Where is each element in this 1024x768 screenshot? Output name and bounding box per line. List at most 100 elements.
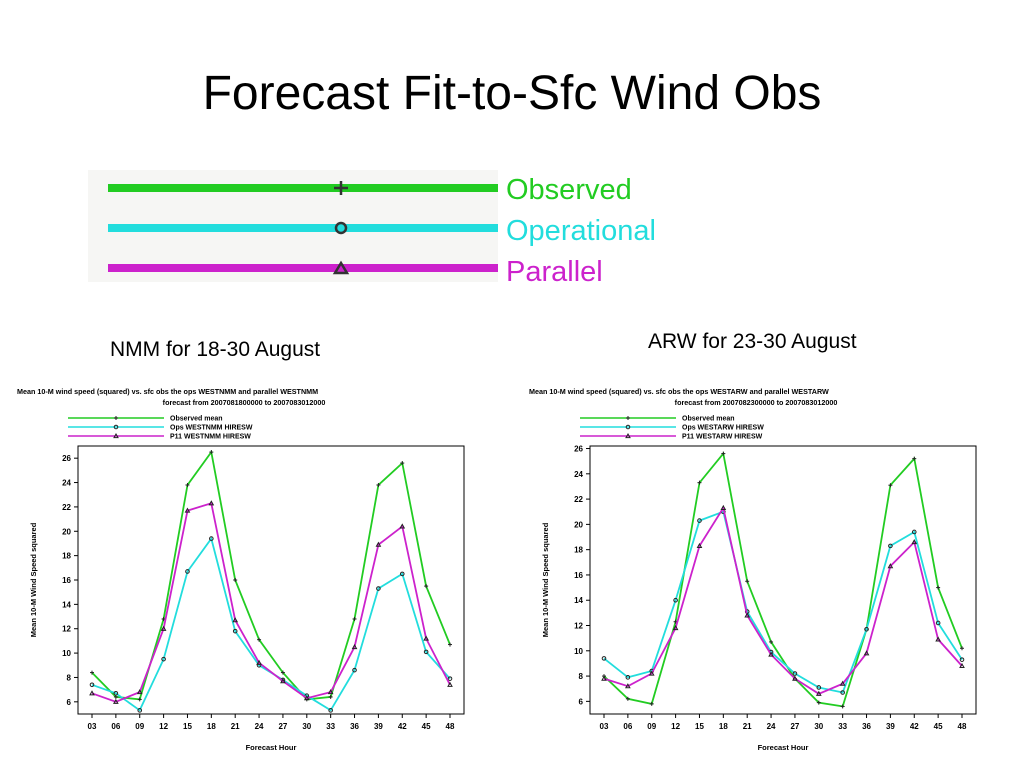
- data-point: [864, 627, 869, 632]
- data-point: [697, 518, 702, 523]
- triangle-marker-icon: [332, 260, 350, 275]
- chart-subtitle: forecast from 2007082300000 to 200708301…: [675, 398, 838, 407]
- series-line: [603, 451, 963, 708]
- series-line: [91, 502, 451, 703]
- data-point: [816, 700, 821, 705]
- legend-label-operational: Operational: [506, 215, 656, 247]
- data-point: [447, 676, 453, 681]
- x-tick-label: 33: [326, 722, 335, 731]
- y-axis-label: Mean 10-M Wind Speed squared: [29, 522, 38, 637]
- legend-entry: P11 WESTARW HIRESW: [682, 434, 763, 441]
- data-point: [911, 539, 918, 545]
- data-point: [399, 523, 406, 529]
- y-tick-label: 20: [62, 527, 71, 536]
- data-point: [352, 667, 357, 673]
- data-point: [649, 701, 654, 706]
- data-point: [625, 696, 630, 701]
- series-line: [91, 536, 451, 712]
- data-point: [303, 695, 310, 701]
- data-point: [888, 543, 893, 549]
- y-tick-label: 22: [574, 495, 583, 504]
- arw-wind-chart: Mean 10-M wind speed (squared) vs. sfc o…: [529, 387, 977, 752]
- data-point: [648, 670, 655, 676]
- circle-marker-icon: [334, 221, 348, 235]
- y-tick-label: 8: [67, 673, 72, 682]
- y-tick-label: 22: [62, 503, 71, 512]
- x-tick-label: 15: [695, 722, 704, 731]
- data-point: [815, 690, 822, 696]
- data-point: [184, 507, 191, 513]
- x-tick-label: 39: [374, 722, 383, 731]
- arw-caption: ARW for 23-30 August: [648, 330, 857, 353]
- data-point: [209, 450, 214, 455]
- x-axis-label: Forecast Hour: [758, 743, 809, 752]
- y-tick-label: 26: [574, 445, 583, 454]
- data-point: [113, 690, 119, 696]
- data-point: [697, 480, 702, 485]
- x-tick-label: 21: [743, 722, 752, 731]
- data-point: [327, 689, 334, 695]
- data-point: [447, 681, 453, 687]
- data-point: [601, 675, 607, 681]
- data-point: [792, 671, 798, 676]
- y-tick-label: 14: [574, 596, 583, 605]
- data-point: [400, 461, 405, 466]
- plot-frame: [589, 445, 977, 715]
- x-tick-label: 24: [255, 722, 264, 731]
- data-point: [720, 504, 727, 511]
- data-point: [888, 483, 893, 488]
- x-tick-label: 39: [886, 722, 895, 731]
- y-tick-label: 16: [574, 571, 583, 580]
- data-point: [960, 646, 964, 651]
- data-point: [935, 620, 941, 626]
- circle-marker-icon: [625, 424, 631, 430]
- legend-label-observed: Observed: [506, 174, 632, 206]
- x-axis-label: Forecast Hour: [246, 743, 297, 752]
- x-tick-label: 36: [350, 722, 359, 731]
- data-point: [113, 698, 119, 704]
- y-tick-label: 24: [62, 479, 71, 488]
- data-point: [280, 678, 286, 684]
- x-tick-label: 30: [302, 722, 311, 731]
- x-tick-label: 12: [159, 722, 168, 731]
- x-tick-label: 36: [862, 722, 871, 731]
- x-tick-label: 03: [88, 722, 97, 731]
- data-point: [209, 536, 214, 541]
- series-line: [91, 449, 451, 701]
- data-point: [208, 500, 215, 506]
- data-point: [399, 571, 405, 577]
- triangle-marker-icon: [113, 432, 119, 439]
- y-axis-label: Mean 10-M Wind Speed squared: [541, 522, 550, 637]
- y-tick-label: 18: [62, 552, 71, 561]
- x-tick-label: 18: [719, 722, 728, 731]
- x-tick-label: 27: [790, 722, 799, 731]
- data-point: [256, 659, 262, 665]
- x-tick-label: 06: [623, 722, 632, 731]
- x-tick-label: 48: [958, 722, 967, 731]
- data-point: [887, 563, 894, 569]
- y-tick-label: 12: [574, 622, 583, 631]
- legend-label-parallel: Parallel: [506, 256, 603, 288]
- y-tick-label: 26: [62, 454, 71, 463]
- data-point: [280, 670, 285, 675]
- data-point: [328, 708, 333, 713]
- data-point: [863, 650, 870, 656]
- data-point: [137, 708, 143, 713]
- x-tick-label: 42: [398, 722, 407, 731]
- data-point: [601, 656, 607, 661]
- y-tick-label: 20: [574, 520, 583, 529]
- legend-entry: Observed mean: [682, 416, 735, 423]
- plus-marker-icon: [626, 416, 630, 420]
- legend-entry: P11 WESTNMM HIRESW: [170, 434, 251, 441]
- data-point: [816, 685, 822, 690]
- x-tick-label: 03: [600, 722, 609, 731]
- data-point: [745, 579, 750, 584]
- plus-marker-icon: [334, 181, 348, 195]
- plus-marker-icon: [114, 416, 118, 420]
- chart-title: Mean 10-M wind speed (squared) vs. sfc o…: [17, 387, 318, 396]
- x-tick-label: 12: [671, 722, 680, 731]
- data-point: [90, 670, 94, 675]
- y-tick-label: 10: [574, 647, 583, 656]
- legend-graphic: [88, 170, 498, 282]
- data-point: [769, 639, 774, 644]
